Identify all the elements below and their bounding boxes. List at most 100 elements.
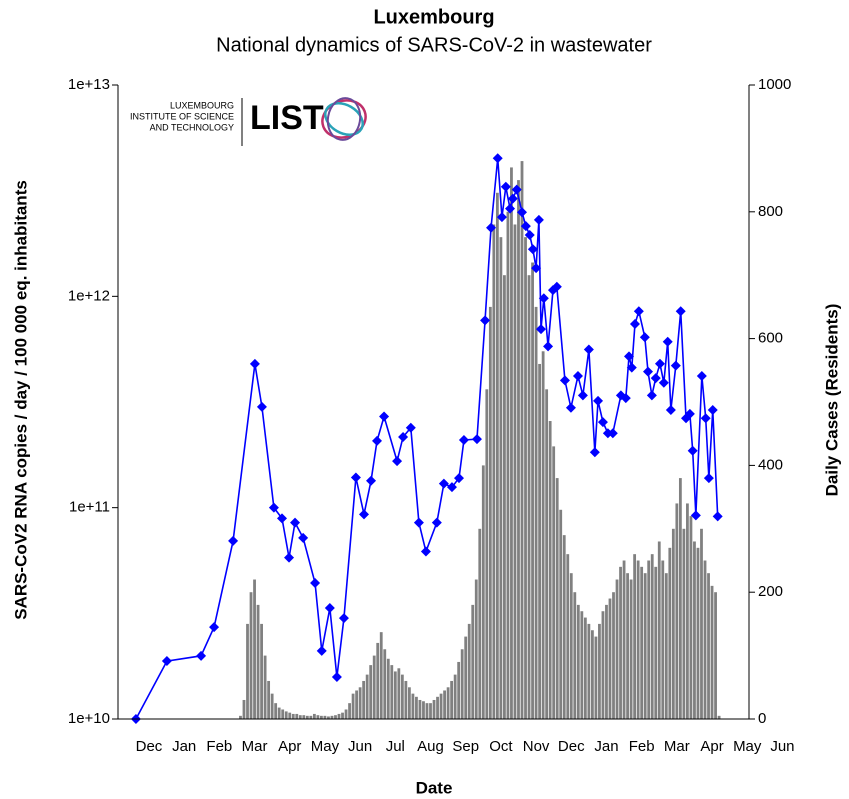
line-marker [517, 207, 528, 218]
bar [569, 573, 573, 719]
y-tick-label: 1e+11 [69, 499, 110, 516]
line-marker [505, 203, 516, 214]
y2-tick-label: 800 [758, 203, 783, 220]
line-marker [492, 153, 503, 164]
bar [700, 528, 703, 719]
line-marker [565, 402, 576, 413]
bar [239, 715, 242, 719]
line-marker [496, 212, 507, 223]
x-tick-label: Nov [523, 738, 550, 755]
bar [671, 528, 675, 719]
bar [524, 237, 527, 719]
line-marker [607, 428, 618, 439]
bar [576, 604, 580, 719]
logo-ring [326, 97, 362, 141]
bar [253, 579, 256, 719]
bar [443, 690, 446, 719]
bar [288, 712, 292, 719]
x-tick-label: Jan [172, 738, 196, 755]
line-marker [511, 184, 522, 195]
bar [555, 478, 559, 719]
plot-area [130, 153, 723, 724]
x-tick-label: Mar [664, 738, 690, 755]
line-marker [209, 622, 220, 633]
line-marker [646, 390, 657, 401]
y-tick-label: 1e+13 [68, 76, 110, 93]
line-marker [538, 293, 549, 304]
line-marker [284, 552, 295, 563]
x-tick-label: Apr [278, 738, 301, 755]
x-tick-label: May [733, 738, 762, 755]
line-marker [551, 281, 562, 292]
bar [626, 573, 629, 719]
bar [348, 703, 351, 719]
line-marker [712, 511, 723, 522]
line-marker [583, 344, 594, 355]
bar [425, 703, 429, 719]
bar [327, 716, 330, 719]
bar [654, 566, 658, 719]
line-marker [707, 404, 718, 415]
bar [693, 541, 696, 719]
y2-axis-label: Daily Cases (Residents) [822, 304, 841, 497]
line-marker [536, 324, 547, 335]
bar [341, 712, 344, 719]
bar [242, 699, 246, 719]
bar [622, 560, 626, 719]
bar [481, 465, 485, 719]
bar [267, 680, 271, 719]
bar [478, 528, 482, 719]
bar [274, 703, 278, 719]
bar [696, 547, 700, 719]
bar [453, 674, 457, 719]
line-marker [438, 478, 449, 489]
bar [541, 351, 545, 719]
bar [284, 711, 288, 719]
bar [689, 516, 693, 719]
bar [298, 715, 302, 719]
y2-tick-label: 0 [758, 710, 766, 727]
line-marker [639, 332, 650, 343]
bar [538, 363, 542, 719]
bar [499, 237, 503, 719]
bar [320, 715, 323, 719]
bar [411, 693, 415, 719]
bar [316, 715, 320, 719]
line-marker [642, 366, 653, 377]
line-marker [454, 473, 465, 484]
bar [566, 554, 570, 719]
bar [513, 224, 517, 720]
bar [457, 661, 461, 719]
bar [647, 560, 651, 719]
logo-mark: LIST [250, 99, 324, 137]
y2-tick-label: 400 [758, 456, 783, 473]
line-marker [527, 244, 538, 255]
line-marker [623, 351, 634, 362]
bar [531, 262, 534, 719]
bar [703, 560, 707, 719]
bar [270, 693, 274, 719]
bar [309, 715, 313, 719]
x-tick-label: Dec [136, 738, 163, 755]
bar [640, 566, 644, 719]
bar [432, 699, 436, 719]
line-marker [310, 578, 321, 589]
bar [450, 680, 454, 719]
bar [650, 554, 654, 719]
bar [587, 623, 591, 719]
line-marker [338, 613, 349, 624]
line-marker [662, 336, 673, 347]
y-tick-label: 1e+12 [68, 287, 110, 304]
line-marker [650, 373, 661, 384]
x-tick-label: Jun [770, 738, 794, 755]
line-marker [500, 181, 511, 192]
bar [633, 554, 637, 719]
line-marker [431, 517, 442, 528]
bar [362, 680, 366, 719]
bar [619, 566, 622, 719]
bar [376, 642, 380, 719]
bar [636, 560, 640, 719]
line-marker [533, 214, 544, 225]
